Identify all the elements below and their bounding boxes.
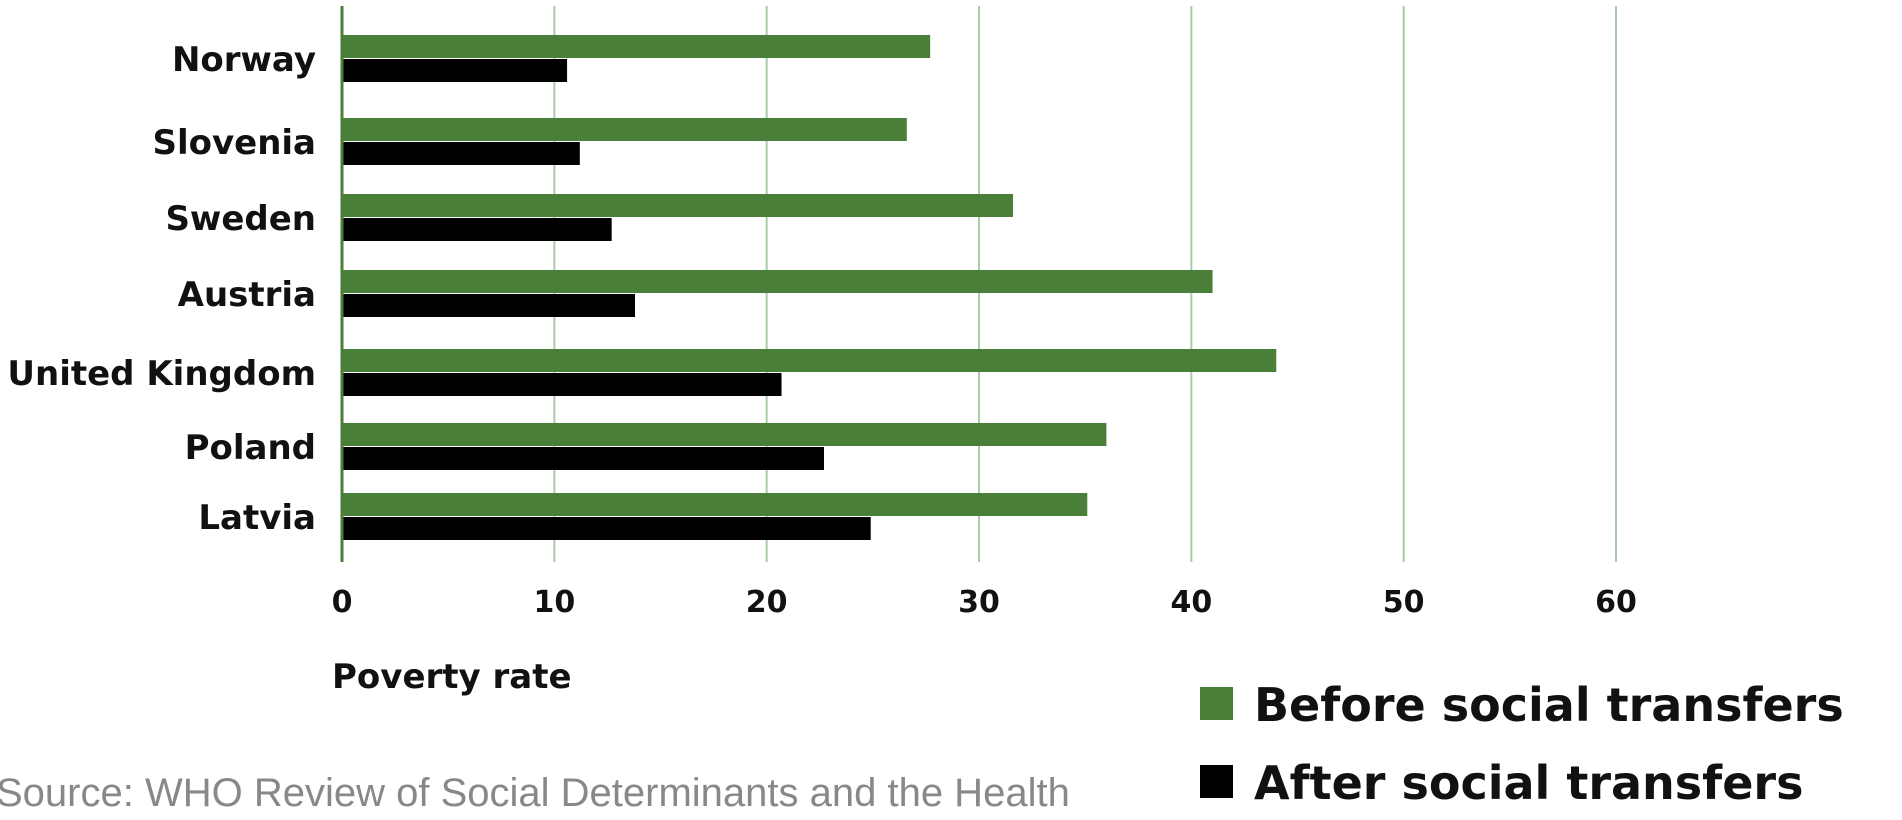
x-tick-label: 40 <box>1170 585 1212 620</box>
bars <box>342 35 1277 540</box>
x-tick-label: 0 <box>332 585 353 620</box>
category-label: United Kingdom <box>7 354 316 394</box>
bar-before-norway <box>342 35 931 58</box>
x-tick-label: 60 <box>1595 585 1637 620</box>
x-tick-label: 10 <box>533 585 575 620</box>
bar-after-poland <box>342 447 824 470</box>
bar-after-austria <box>342 294 636 317</box>
bar-before-sweden <box>342 194 1013 217</box>
bar-before-poland <box>342 423 1107 446</box>
bar-after-slovenia <box>342 142 580 165</box>
bar-before-latvia <box>342 493 1088 516</box>
bar-before-united-kingdom <box>342 349 1277 372</box>
category-labels: Norway Slovenia Sweden Austria United Kingdo… <box>7 40 316 538</box>
bar-after-norway <box>342 59 568 82</box>
bar-after-sweden <box>342 218 612 241</box>
legend-swatch-before <box>1200 687 1233 720</box>
category-label: Austria <box>178 275 316 315</box>
bar-before-slovenia <box>342 118 907 141</box>
source-note: Source: WHO Review of Social Determinant… <box>0 771 1070 815</box>
category-label: Latvia <box>198 498 316 538</box>
x-tick-label: 30 <box>958 585 1000 620</box>
bar-after-latvia <box>342 517 871 540</box>
x-tick-label: 50 <box>1383 585 1425 620</box>
category-label: Sweden <box>165 199 316 239</box>
category-label: Norway <box>172 40 316 80</box>
x-tick-label: 20 <box>746 585 788 620</box>
category-label: Slovenia <box>152 123 316 163</box>
legend-swatch-after <box>1200 765 1233 798</box>
legend-label-after: After social transfers <box>1254 756 1803 810</box>
category-label: Poland <box>185 428 316 468</box>
x-tick-labels: 0 10 20 30 40 50 60 <box>332 585 1637 620</box>
bar-after-united-kingdom <box>342 373 782 396</box>
bar-before-austria <box>342 270 1213 293</box>
legend-label-before: Before social transfers <box>1254 678 1844 732</box>
x-axis-title: Poverty rate <box>332 657 572 697</box>
legend: Before social transfers After social tran… <box>1200 678 1844 810</box>
